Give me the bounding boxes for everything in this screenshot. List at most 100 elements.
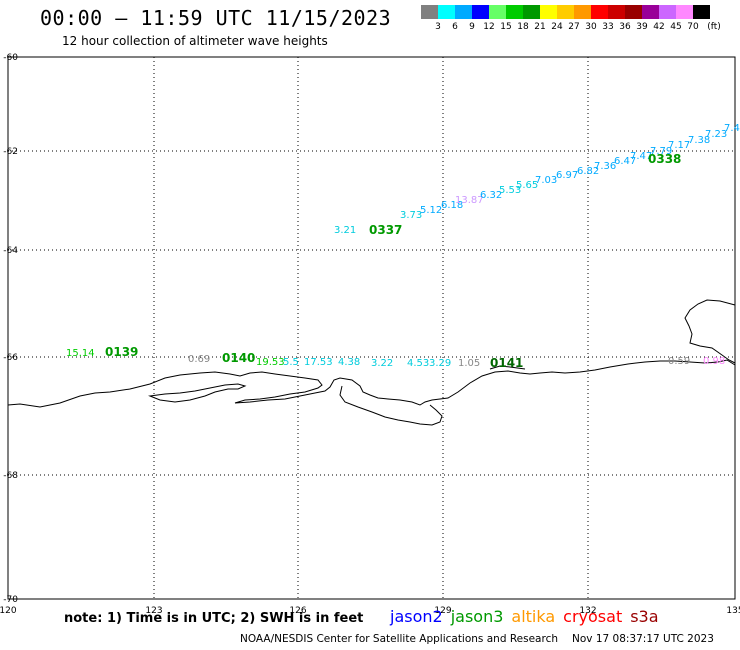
track-value: 6.97 [556, 170, 578, 181]
track-value: 4.53 [407, 358, 429, 369]
legend-swatch-2 [455, 5, 472, 19]
track-value: 7.4 [724, 123, 740, 134]
track-value: 7.23 [705, 129, 727, 140]
legend-swatch-11 [608, 5, 625, 19]
track-id-0337: 0337 [369, 223, 402, 237]
legend-label-16: (ft) [707, 22, 721, 32]
track-value: 3.22 [371, 358, 393, 369]
track-value: 6.82 [577, 166, 599, 177]
lat-label: -70 [3, 595, 18, 605]
track-value: 7.79 [650, 146, 672, 157]
legend-label-15: 70 [687, 22, 699, 32]
footer-note: note: 1) Time is in UTC; 2) SWH is in fe… [64, 611, 364, 626]
track-value: 0.69 [188, 354, 210, 365]
track-id-0141: 0141 [490, 356, 523, 370]
legend-swatch-16 [693, 5, 710, 19]
legend-label-8: 27 [568, 22, 580, 32]
track-value: 7.38 [688, 135, 710, 146]
legend-label-7: 24 [551, 22, 563, 32]
satellite-cryosat: cryosat [563, 607, 623, 626]
track-value: 17.53 [304, 357, 333, 368]
legend-swatch-8 [557, 5, 574, 19]
track-value: 13.87 [455, 195, 484, 206]
footer-credit: NOAA/NESDIS Center for Satellite Applica… [240, 633, 714, 645]
track-value: 5.12 [420, 205, 442, 216]
track-value: 0.98 [703, 356, 725, 367]
page-subtitle: 12 hour collection of altimeter wave hei… [62, 34, 328, 48]
track-value: 6.18 [441, 200, 463, 211]
track-value: 6.47 [614, 156, 636, 167]
legend-label-13: 42 [653, 22, 665, 32]
legend-label-4: 15 [500, 22, 512, 32]
track-value: 3.73 [400, 210, 422, 221]
track-value: 19.53 [256, 357, 285, 368]
track-value: 0.59 [668, 356, 690, 367]
lon-label: 123 [145, 606, 162, 616]
satellite-jason3: jason3 [450, 607, 504, 626]
satellite-legend: jason2 jason3 altika cryosat s3a [390, 607, 667, 626]
timestamp: Nov 17 08:37:17 UTC 2023 [572, 633, 714, 645]
track-value: 1.05 [458, 358, 480, 369]
legend-swatch-4 [489, 5, 506, 19]
legend-label-1: 6 [452, 22, 458, 32]
legend-label-14: 45 [670, 22, 682, 32]
legend-swatch-15 [676, 5, 693, 19]
track-value: 7.36 [594, 161, 616, 172]
legend-swatch-1 [438, 5, 455, 19]
lat-label: -62 [3, 147, 18, 157]
legend-label-11: 36 [619, 22, 631, 32]
legend-label-10: 33 [602, 22, 614, 32]
legend-swatch-10 [591, 5, 608, 19]
track-value: 6.32 [480, 190, 502, 201]
lon-label: 126 [289, 606, 306, 616]
lon-label: 120 [0, 606, 17, 616]
credit-text: NOAA/NESDIS Center for Satellite Applica… [240, 633, 558, 645]
track-value: 15.14 [66, 348, 95, 359]
lon-label: 132 [579, 606, 596, 616]
lat-label: -64 [3, 246, 18, 256]
legend-label-2: 9 [469, 22, 475, 32]
legend-label-0: 3 [435, 22, 441, 32]
legend-swatch-12 [625, 5, 642, 19]
lat-label: -60 [3, 53, 18, 63]
satellite-altika: altika [511, 607, 556, 626]
track-value: 3.21 [334, 225, 356, 236]
track-value: 3.29 [429, 358, 451, 369]
color-legend [421, 5, 710, 19]
track-labels: 3.21 3.735.126.1813.876.325.535.657.036.9… [66, 123, 740, 370]
axis-labels: 120 123 126 129 132 135 -60 -62 -64 -66 -68 -70 [0, 53, 740, 616]
legend-label-5: 18 [517, 22, 529, 32]
legend-swatch-0 [421, 5, 438, 19]
legend-label-9: 30 [585, 22, 597, 32]
graticule [8, 57, 735, 599]
legend-swatch-14 [659, 5, 676, 19]
track-value: 7.03 [535, 175, 557, 186]
lat-label: -68 [3, 471, 18, 481]
legend-swatch-5 [506, 5, 523, 19]
lat-label: -66 [3, 353, 18, 363]
legend-label-3: 12 [483, 22, 495, 32]
legend-label-12: 39 [636, 22, 648, 32]
legend-swatch-3 [472, 5, 489, 19]
track-value: 5.5 [283, 357, 299, 368]
track-value: 7.47 [630, 151, 652, 162]
legend-swatch-6 [523, 5, 540, 19]
legend-label-6: 21 [534, 22, 546, 32]
lon-label: 129 [434, 606, 451, 616]
map-frame [7, 56, 736, 600]
satellite-jason2: jason2 [390, 607, 443, 626]
lon-label: 135 [726, 606, 740, 616]
track-value: 5.53 [499, 185, 521, 196]
page-title: 00:00 – 11:59 UTC 11/15/2023 [40, 6, 392, 30]
track-id-0139: 0139 [105, 345, 138, 359]
track-value: 5.65 [516, 180, 538, 191]
legend-swatch-13 [642, 5, 659, 19]
legend-swatch-7 [540, 5, 557, 19]
coastline [7, 299, 736, 426]
track-id-0338: 0338 [648, 152, 681, 166]
track-id-0140: 0140 [222, 351, 255, 365]
track-value: 4.38 [338, 357, 360, 368]
track-value: 7.17 [668, 140, 690, 151]
satellite-s3a: s3a [630, 607, 659, 626]
